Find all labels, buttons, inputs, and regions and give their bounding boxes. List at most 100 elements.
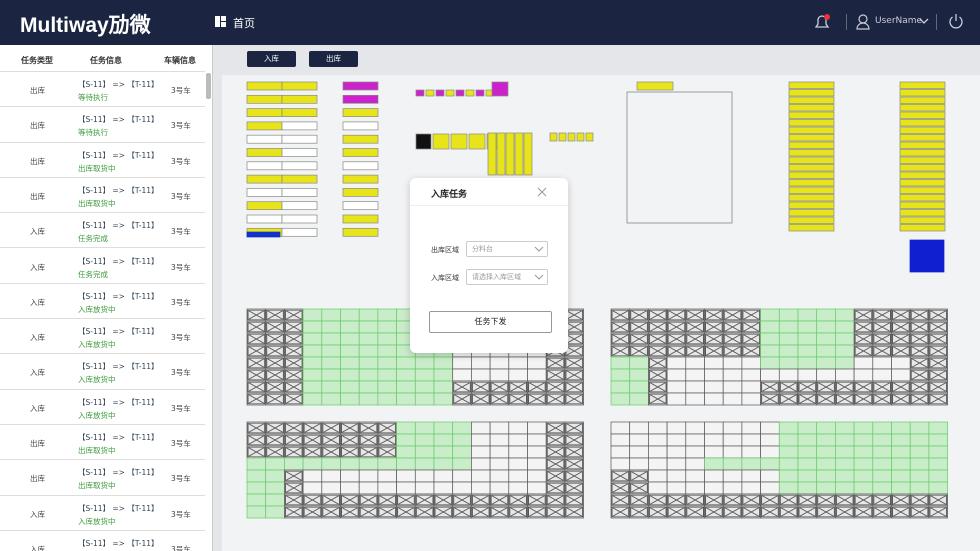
cell (853, 445, 874, 459)
cell (629, 457, 649, 471)
cell (872, 433, 892, 447)
cell (899, 134, 946, 142)
cell (340, 505, 360, 519)
cell (899, 96, 946, 104)
cell (853, 308, 874, 322)
task-row[interactable]: 入库 【S-11】 => 【T-11】 3号车 (0, 531, 205, 551)
cell (816, 493, 836, 507)
scrollbar[interactable] (206, 73, 211, 99)
cell (722, 433, 743, 447)
task-row[interactable]: 入库 【S-11】 => 【T-11】 入库放货中 3号车 (0, 496, 205, 531)
cell (797, 344, 818, 358)
cell (433, 505, 454, 519)
cell (909, 493, 930, 507)
cell (377, 505, 397, 519)
cell (284, 320, 304, 334)
cell (610, 392, 631, 406)
cell (489, 457, 510, 471)
task-row[interactable]: 出库 【S-11】 => 【T-11】 等待执行 3号车 (0, 72, 205, 108)
cell (685, 481, 705, 495)
nav-home[interactable]: 首页 (233, 17, 255, 30)
cell (545, 505, 566, 519)
dropdown[interactable] (918, 16, 930, 26)
cell (302, 505, 323, 519)
cell (432, 133, 450, 150)
cell (741, 308, 761, 322)
cell (302, 320, 323, 334)
cell (788, 216, 835, 224)
task-row[interactable]: 入库 【S-11】 => 【T-11】 入库放货中 3号车 (0, 390, 205, 425)
task-row[interactable]: 出库 【S-11】 => 【T-11】 出库取货中 3号车 (0, 460, 205, 496)
outbound-button[interactable]: 出库 (309, 51, 358, 67)
cell (465, 89, 475, 97)
cell (358, 368, 379, 382)
cell (899, 126, 946, 134)
cell (450, 133, 468, 150)
task-row[interactable]: 入库 【S-11】 => 【T-11】 任务完成 3号车 (0, 249, 205, 284)
cell (816, 469, 836, 483)
cell (246, 380, 267, 394)
cell (629, 421, 649, 435)
power-icon[interactable] (948, 13, 964, 29)
cell (928, 457, 948, 471)
cell (246, 421, 267, 435)
cell (545, 392, 566, 406)
cell (909, 445, 930, 459)
warehouse-map (222, 75, 980, 551)
cell (704, 308, 724, 322)
cell (265, 493, 285, 507)
task-route: 【S-11】 => 【T-11】 (78, 150, 159, 160)
task-route: 【S-11】 => 【T-11】 (78, 397, 159, 407)
submit-button[interactable]: 任务下发 (429, 311, 552, 333)
cell (891, 392, 911, 406)
vehicle: 3号车 (171, 156, 191, 166)
cell (778, 493, 799, 507)
cell (704, 481, 724, 495)
cell (358, 308, 379, 322)
cell (265, 481, 285, 495)
task-row[interactable]: 出库 【S-11】 => 【T-11】 出库取货中 3号车 (0, 425, 205, 461)
task-row[interactable]: 出库 【S-11】 => 【T-11】 出库取货中 3号车 (0, 178, 205, 214)
cell (610, 445, 631, 459)
cell (666, 320, 687, 334)
cell (284, 457, 304, 471)
cell (899, 89, 946, 97)
cell (321, 356, 341, 370)
task-row[interactable]: 入库 【S-11】 => 【T-11】 任务完成 3号车 (0, 213, 205, 249)
bell-icon[interactable] (812, 12, 832, 32)
cell (704, 368, 724, 382)
cell (452, 481, 472, 495)
task-row[interactable]: 出库 【S-11】 => 【T-11】 等待执行 3号车 (0, 107, 205, 143)
header: Multiway劢微 首页 UserName (0, 0, 980, 45)
task-row[interactable]: 入库 【S-11】 => 【T-11】 入库放货中 3号车 (0, 284, 205, 320)
cell (508, 469, 528, 483)
close-button[interactable] (537, 187, 547, 197)
cell (527, 445, 547, 459)
cell (909, 368, 930, 382)
task-status: 任务完成 (78, 269, 108, 279)
task-row[interactable]: 出库 【S-11】 => 【T-11】 出库取货中 3号车 (0, 143, 205, 178)
cell (835, 344, 855, 358)
cell (396, 433, 416, 447)
cell (685, 308, 705, 322)
cell (396, 457, 416, 471)
inbound-button[interactable]: 入库 (247, 51, 296, 67)
cell (342, 148, 379, 157)
task-status: 等待执行 (78, 93, 108, 102)
cell (778, 380, 799, 394)
cell (891, 421, 911, 435)
cell (342, 108, 379, 117)
cell (778, 421, 799, 435)
cell (909, 356, 930, 370)
cell (928, 320, 948, 334)
column-header: 任务类型 (21, 56, 53, 65)
task-row[interactable]: 入库 【S-11】 => 【T-11】 入库放货中 3号车 (0, 319, 205, 355)
select[interactable]: 请选择入库区域 (466, 269, 548, 285)
task-row[interactable]: 入库 【S-11】 => 【T-11】 入库放货中 3号车 (0, 354, 205, 390)
select[interactable]: 分料台 (466, 241, 548, 257)
cell (778, 469, 799, 483)
cell (340, 445, 360, 459)
cell (788, 164, 835, 172)
username[interactable]: UserName (875, 16, 923, 26)
